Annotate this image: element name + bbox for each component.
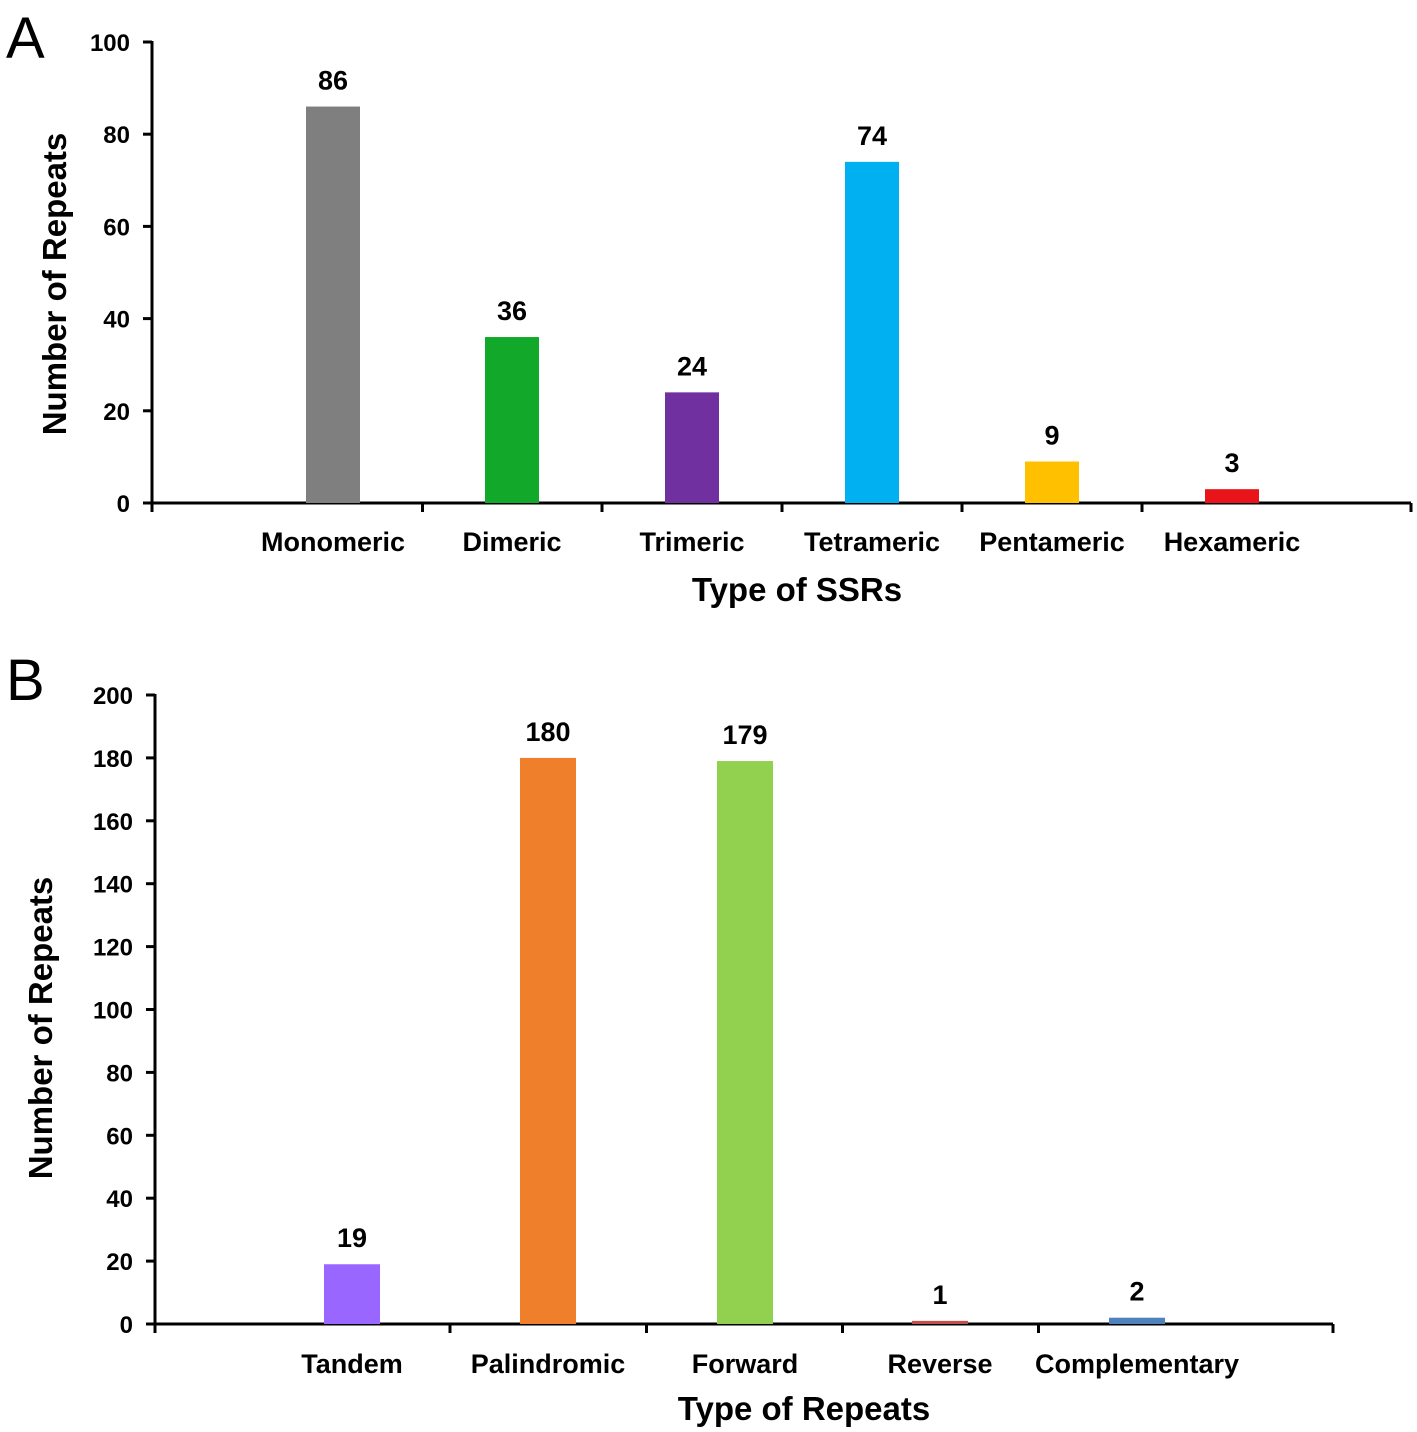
data-label-reverse: 1	[932, 1280, 947, 1310]
data-label-tetrameric: 74	[857, 121, 887, 151]
bar-tandem	[324, 1264, 380, 1324]
data-label-monomeric: 86	[318, 66, 348, 96]
y-axis-title: Number of Repeats	[22, 877, 59, 1180]
category-label-tandem: Tandem	[301, 1349, 403, 1379]
data-label-complementary: 2	[1129, 1277, 1144, 1307]
bar-dimeric	[485, 337, 539, 503]
category-label-dimeric: Dimeric	[462, 527, 561, 557]
y-tick-label: 0	[117, 491, 130, 518]
y-tick-label: 140	[93, 872, 133, 899]
bar-palindromic	[520, 757, 576, 1324]
panel-letter-a: A	[6, 6, 45, 71]
bar-hexameric	[1205, 489, 1259, 503]
y-tick-label: 160	[93, 809, 133, 836]
y-tick-label: 100	[93, 998, 133, 1025]
bar-forward	[717, 761, 773, 1324]
y-tick-label: 180	[93, 746, 133, 773]
category-label-tetrameric: Tetrameric	[804, 527, 940, 557]
y-tick-label: 60	[106, 1123, 133, 1150]
panel-letter-b: B	[6, 648, 45, 713]
y-tick-label: 0	[120, 1312, 133, 1339]
y-tick-label: 60	[103, 214, 130, 241]
category-label-trimeric: Trimeric	[639, 527, 744, 557]
bar-tetrameric	[845, 161, 899, 504]
x-axis-title: Type of SSRs	[692, 571, 902, 608]
category-label-reverse: Reverse	[887, 1349, 992, 1379]
category-label-complementary: Complementary	[1035, 1349, 1239, 1379]
panel-a-chart: A 0 20 40 60 80 100 86 Monomeric 36 Dimeric 24 Trime…	[6, 6, 1413, 608]
y-tick-label: 120	[93, 935, 133, 962]
data-label-trimeric: 24	[677, 351, 707, 381]
x-axis-title: Type of Repeats	[678, 1390, 930, 1427]
y-tick-label: 40	[106, 1186, 133, 1213]
data-label-tandem: 19	[337, 1223, 367, 1253]
category-label-monomeric: Monomeric	[261, 527, 405, 557]
y-tick-label: 100	[90, 30, 130, 57]
data-label-dimeric: 36	[497, 296, 527, 326]
y-tick-label: 80	[103, 122, 130, 149]
y-tick-label: 20	[106, 1249, 133, 1276]
bar-complementary	[1109, 1317, 1165, 1324]
data-label-pentameric: 9	[1044, 421, 1059, 451]
data-label-forward: 179	[722, 720, 767, 750]
y-tick-label: 200	[93, 683, 133, 710]
bar-monomeric	[306, 106, 360, 503]
data-label-hexameric: 3	[1224, 448, 1239, 478]
y-tick-label: 40	[103, 307, 130, 334]
data-label-palindromic: 180	[525, 717, 570, 747]
bar-pentameric	[1025, 461, 1079, 503]
category-label-palindromic: Palindromic	[471, 1349, 626, 1379]
category-label-pentameric: Pentameric	[979, 527, 1125, 557]
category-label-forward: Forward	[692, 1349, 799, 1379]
y-tick-label: 20	[103, 399, 130, 426]
y-axis-title: Number of Repeats	[36, 133, 73, 436]
y-tick-label: 80	[106, 1060, 133, 1087]
bar-trimeric	[665, 392, 719, 503]
bar-reverse	[912, 1320, 968, 1324]
panel-b-chart: B 0 20 40 60 80 100 120 140 160 180 200 19 Tandem 180 P…	[6, 648, 1335, 1427]
category-label-hexameric: Hexameric	[1164, 527, 1301, 557]
